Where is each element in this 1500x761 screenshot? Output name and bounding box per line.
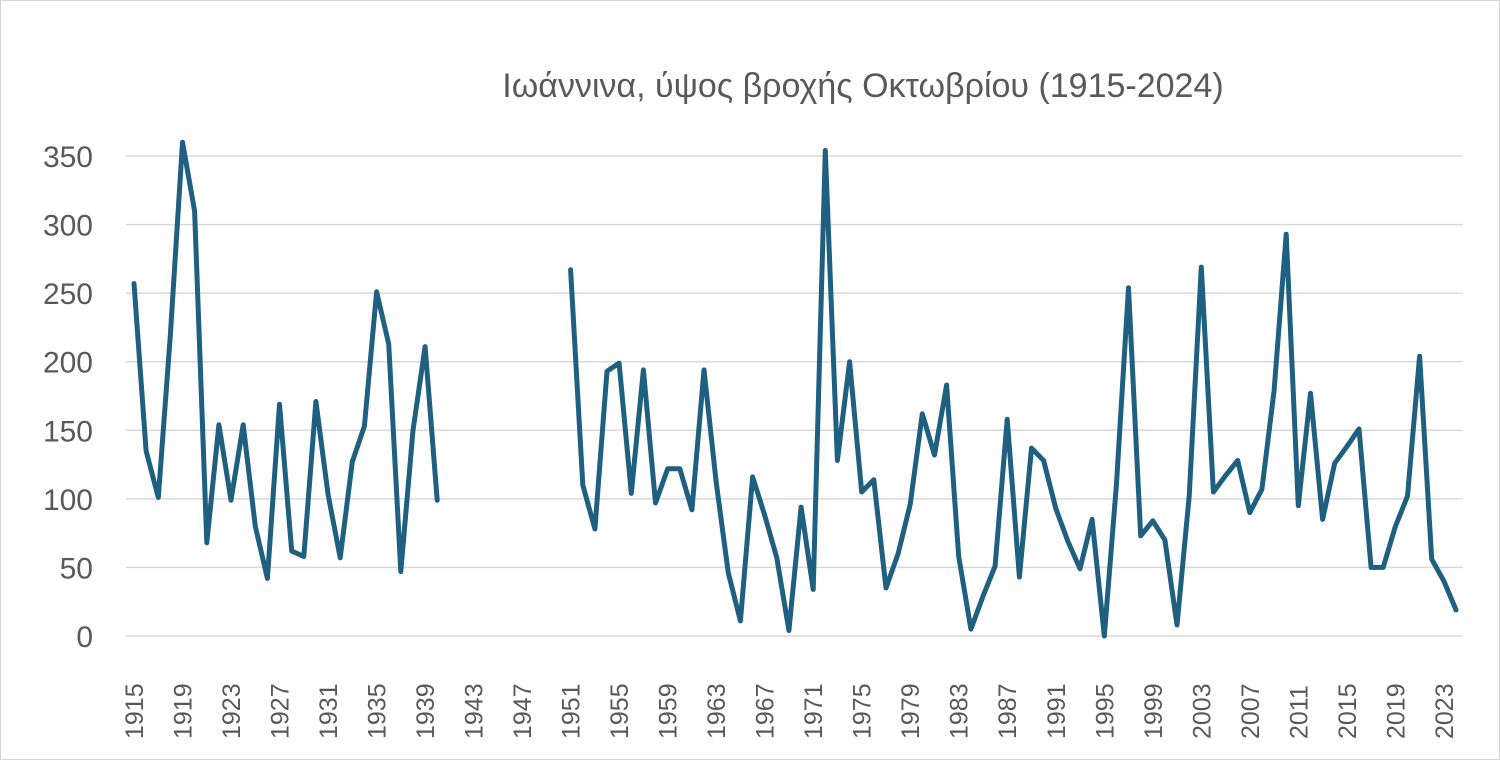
series-layer [131, 139, 1459, 639]
x-tick-label: 1919 [170, 683, 198, 739]
x-tick-label: 1959 [655, 683, 683, 739]
x-tick-label: 1971 [800, 683, 828, 739]
x-tick-label: 2019 [1382, 683, 1410, 739]
x-tick-label: 1935 [364, 683, 392, 739]
x-tick-label: 1955 [606, 683, 634, 739]
series-line [131, 139, 440, 581]
x-tick-label: 1967 [752, 683, 780, 739]
x-tick-label: 1975 [849, 683, 877, 739]
x-tick-label: 1983 [946, 683, 974, 739]
y-axis-tick-labels: 0 50 100 150 200 250 300 350 [43, 141, 93, 654]
x-tick-label: 1939 [412, 683, 440, 739]
x-tick-label: 1915 [121, 683, 149, 739]
x-tick-label: 2011 [1285, 685, 1313, 739]
x-tick-label: 1995 [1091, 683, 1119, 739]
x-tick-label: 1999 [1140, 683, 1168, 739]
y-tick-label: 250 [43, 278, 93, 311]
x-tick-label: 1943 [461, 683, 489, 739]
y-tick-label: 350 [43, 141, 93, 174]
series-line [568, 148, 1459, 639]
x-tick-label: 2015 [1334, 683, 1362, 739]
x-tick-label: 2023 [1431, 683, 1459, 739]
x-tick-label: 1947 [509, 683, 537, 739]
y-tick-label: 0 [76, 621, 93, 654]
x-tick-label: 1951 [558, 683, 586, 739]
x-axis-tick-labels: 1915 1919 1923 1927 1931 1935 1939 1943 1947 1951… [121, 683, 1459, 739]
x-tick-label: 1931 [315, 683, 343, 739]
x-tick-label: 2007 [1237, 683, 1265, 739]
y-tick-label: 200 [43, 347, 93, 380]
x-tick-label: 1923 [218, 683, 246, 739]
y-tick-label: 150 [43, 415, 93, 448]
y-tick-label: 100 [43, 484, 93, 517]
y-tick-label: 300 [43, 210, 93, 243]
chart-title: Ιωάννινα, ύψος βροχής Οκτωβρίου (1915-20… [502, 67, 1223, 105]
x-tick-label: 1927 [267, 683, 295, 739]
x-tick-label: 1987 [994, 683, 1022, 739]
x-tick-label: 1991 [1043, 683, 1071, 739]
x-tick-label: 1979 [897, 683, 925, 739]
y-tick-label: 50 [60, 552, 93, 585]
x-tick-label: 2003 [1188, 683, 1216, 739]
x-tick-label: 1963 [703, 683, 731, 739]
